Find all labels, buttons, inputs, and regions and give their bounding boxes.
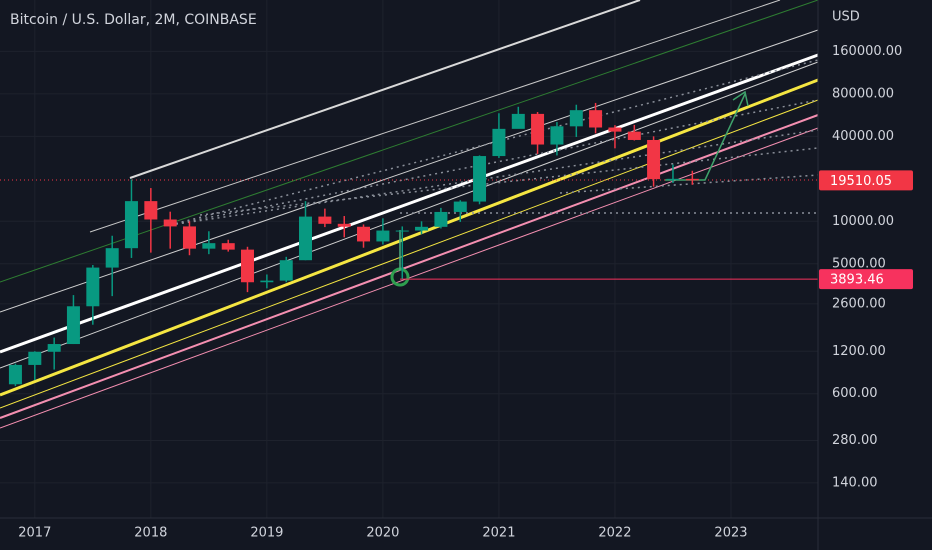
price-label: 19510.05	[830, 174, 892, 189]
trend-line	[169, 99, 819, 226]
trend-line	[129, 0, 641, 179]
y-tick-label: 1200.00	[832, 344, 886, 359]
candle-body	[221, 243, 235, 250]
trend-line	[199, 147, 819, 216]
candle-body	[453, 201, 467, 212]
candle-body	[240, 249, 254, 283]
candle-body	[492, 128, 506, 157]
y-tick-label: 600.00	[832, 386, 878, 401]
x-tick-label: 2020	[366, 526, 399, 541]
x-tick-label: 2017	[18, 526, 51, 541]
price-label-box	[819, 170, 913, 191]
candle-body	[415, 226, 429, 231]
chart-title: Bitcoin / U.S. Dollar, 2M, COINBASE	[10, 12, 257, 28]
y-tick-label: 80000.00	[832, 86, 894, 101]
projection-arrow	[665, 90, 749, 181]
candle-body	[86, 267, 100, 307]
trend-line	[0, 114, 819, 419]
candle-body	[182, 226, 196, 249]
x-tick-label: 2022	[598, 526, 631, 541]
candle-body	[163, 219, 177, 227]
axes: 160000.00 80000.00 40000.00 10000.00 5000.00…	[18, 44, 913, 541]
candle-body	[202, 243, 216, 249]
candle-body	[627, 131, 641, 140]
trend-line	[169, 129, 819, 226]
candle-body	[550, 126, 564, 145]
trend-line	[0, 99, 819, 409]
candle-body	[589, 110, 603, 128]
candle-body	[318, 216, 332, 224]
y-tick-label: 2600.00	[832, 296, 886, 311]
candle-body	[531, 113, 545, 145]
candle-body	[473, 156, 487, 202]
trend-line	[0, 53, 819, 354]
trend-line	[0, 29, 819, 313]
candle-body	[299, 216, 313, 261]
drawings	[0, 0, 819, 429]
trend-line	[89, 0, 781, 233]
candle-body	[8, 364, 22, 385]
candle-body	[47, 344, 61, 352]
candles	[8, 102, 818, 387]
candle-body	[569, 110, 583, 127]
x-tick-label: 2019	[250, 526, 283, 541]
price-label-box	[819, 269, 913, 290]
y-tick-label: 160000.00	[832, 44, 902, 59]
candle-body	[66, 306, 80, 345]
x-tick-label: 2021	[482, 526, 515, 541]
y-tick-label: 40000.00	[832, 129, 894, 144]
x-tick-label: 2023	[714, 526, 747, 541]
trend-line	[0, 61, 819, 369]
candle-body	[395, 230, 409, 232]
price-label: 3893.46	[830, 273, 884, 288]
candle-body	[685, 178, 699, 181]
candle-body	[376, 230, 390, 242]
y-tick-label: 140.00	[832, 475, 878, 490]
candle-body	[666, 178, 680, 180]
candle-body	[647, 139, 661, 180]
candle-body	[105, 248, 119, 268]
candle-body	[337, 223, 351, 227]
trend-line	[559, 174, 819, 194]
candle-body	[260, 280, 274, 283]
candle-body	[28, 351, 42, 365]
candle-body	[124, 201, 138, 249]
y-tick-label: 280.00	[832, 433, 878, 448]
trend-line	[0, 78, 819, 397]
y-tick-label: 5000.00	[832, 256, 886, 271]
candle-body	[608, 127, 622, 132]
y-tick-label: 10000.00	[832, 214, 894, 229]
y-axis-label: USD	[832, 10, 860, 25]
candle-body	[144, 201, 158, 220]
candle-body	[511, 113, 525, 129]
candle-body	[279, 260, 293, 281]
x-tick-label: 2018	[134, 526, 167, 541]
time-axis	[0, 518, 818, 550]
candle-body	[357, 226, 371, 242]
candle-body	[434, 211, 448, 227]
